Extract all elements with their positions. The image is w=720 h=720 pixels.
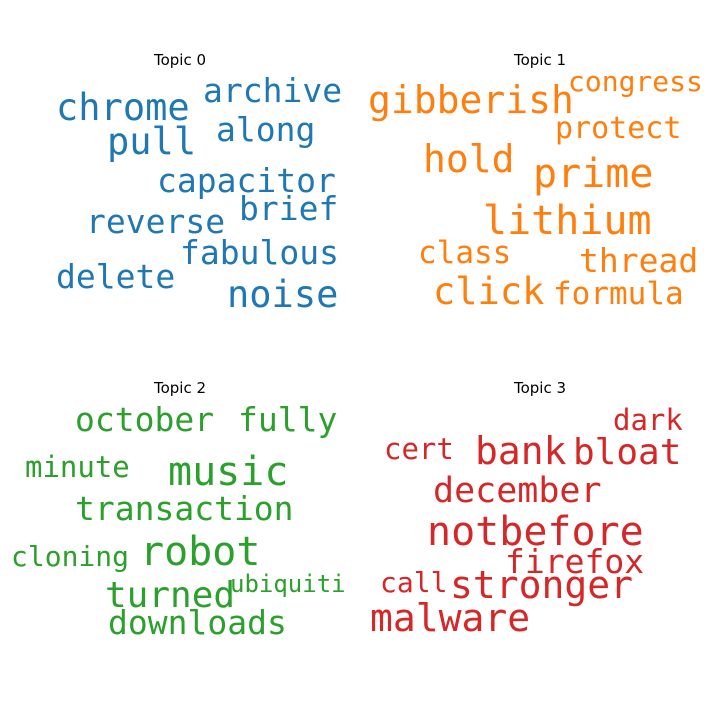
topic-0-word-fabulous: fabulous: [180, 233, 339, 272]
topic-1-word-click: click: [433, 270, 544, 313]
topic-0-word-reverse: reverse: [86, 202, 225, 241]
topic-0-word-pull: pull: [107, 120, 196, 163]
topic-0-title: Topic 0: [153, 51, 207, 69]
topic-3-panel: Topic 3 dark cert bank bloat december notbefo…: [360, 328, 720, 688]
topic-3-word-notbefore: notbefore: [427, 509, 644, 555]
topic-3-word-malware: malware: [370, 596, 530, 640]
topic-3-word-bloat: bloat: [573, 432, 681, 473]
topic-1-word-class: class: [418, 235, 511, 271]
topic-2-word-robot: robot: [140, 529, 260, 575]
topic-3-word-bank: bank: [475, 429, 567, 473]
topic-3-word-december: december: [433, 471, 602, 511]
topic-2-word-transaction: transaction: [75, 489, 294, 528]
topic-0-word-capacitor: capacitor: [157, 161, 336, 200]
topic-0-word-archive: archive: [203, 71, 342, 110]
topic-1-word-formula: formula: [553, 276, 684, 312]
topic-2-word-turned: turned: [105, 575, 235, 616]
topic-3-word-stronger: stronger: [450, 563, 633, 607]
topic-0-word-along: along: [216, 110, 315, 149]
topic-1-word-thread: thread: [579, 241, 698, 280]
topic-1-word-protect: protect: [555, 111, 681, 146]
topic-1-word-congress: congress: [568, 65, 703, 98]
topic-2-word-october: october: [75, 400, 214, 439]
topic-3-wordcloud: dark cert bank bloatdecembernotbeforefirefo…: [370, 403, 683, 640]
topic-2-word-minute: minute: [25, 450, 130, 484]
topic-3-word-call: call: [380, 566, 447, 599]
topic-3-word-firefox: firefox: [505, 542, 644, 581]
topic-1-word-prime: prime: [533, 151, 653, 197]
topic-0-word-noise: noise: [227, 273, 338, 316]
topic-0-word-chrome: chrome: [56, 86, 190, 129]
topic-2-word-music: music: [168, 449, 288, 495]
topic-0-word-delete: delete: [56, 257, 175, 296]
topic-3-word-dark: dark: [613, 403, 683, 437]
topic-1-panel: Topic 1 gibberish congress protect hold prim…: [360, 0, 720, 360]
topic-1-word-gibberish: gibberish: [368, 78, 574, 122]
topic-2-word-fully: fully: [238, 400, 337, 439]
topic-2-word-cloning: cloning: [11, 540, 129, 573]
topic-1-word-hold: hold: [423, 137, 515, 181]
topic-1-title: Topic 1: [513, 51, 567, 69]
topic-3-title: Topic 3: [513, 379, 567, 397]
topic-3-word-cert: cert: [384, 432, 454, 466]
topic-2-panel: Topic 2 october fully minute music transacti…: [0, 328, 360, 688]
topic-1-word-lithium: lithium: [483, 198, 652, 244]
topic-0-panel: Topic 0 chrome archive pull along capacitor b…: [0, 0, 360, 360]
topic-2-title: Topic 2: [153, 379, 207, 397]
topic-2-word-downloads: downloads: [108, 603, 287, 642]
topic-2-word-ubiquiti: ubiquiti: [230, 570, 346, 598]
topic-0-word-brief: brief: [239, 189, 338, 228]
